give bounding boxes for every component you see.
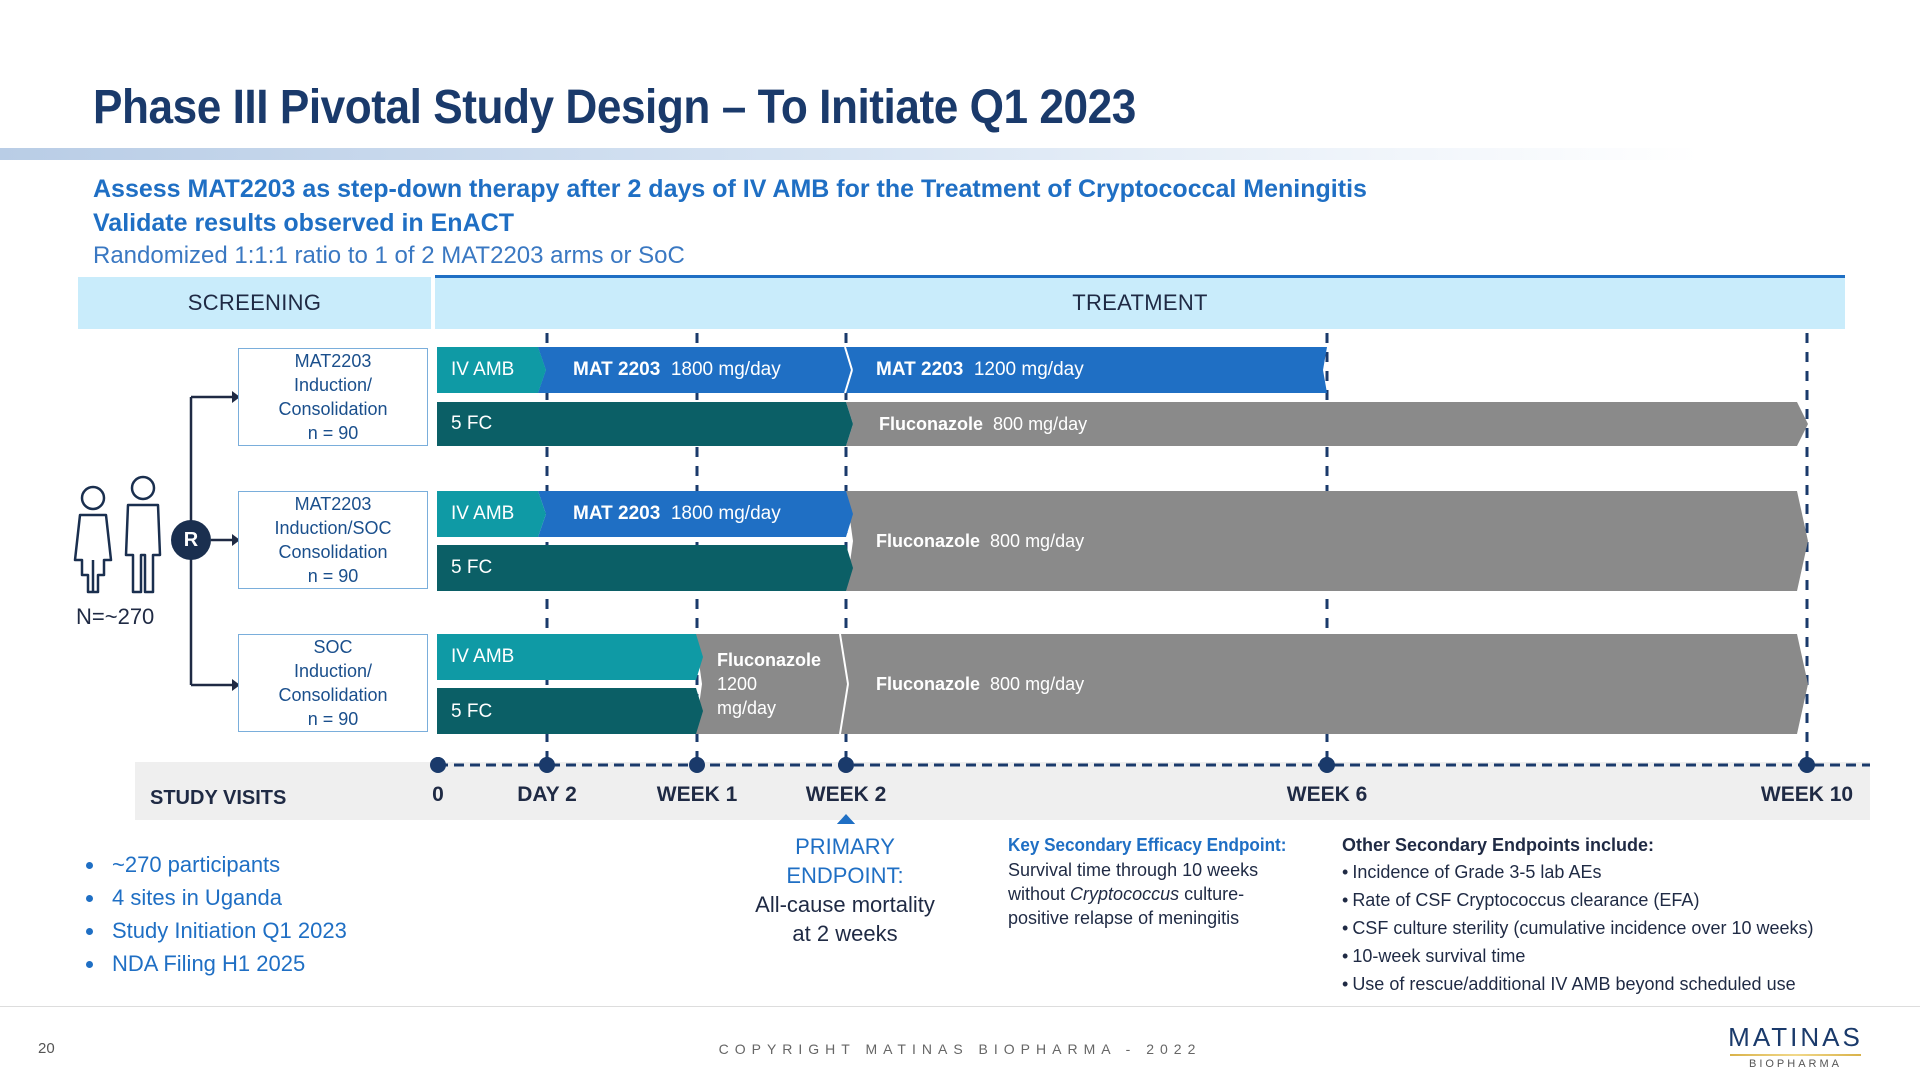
key-secondary-text: Survival time through 10 weeks without C… <box>1008 858 1298 930</box>
arm3-iv-amb-bar <box>437 634 703 680</box>
page-number: 20 <box>38 1040 55 1057</box>
arm3-fluconazole-800-bar <box>840 634 1808 734</box>
arm3-5fc-label: 5 FC <box>451 701 493 722</box>
arm2-5fc-bar <box>437 545 853 591</box>
arm1-fluconazole-bar <box>846 402 1808 446</box>
key-secondary-line1: Survival time through 10 weeks <box>1008 860 1259 880</box>
list-item: Incidence of Grade 3-5 lab AEs <box>1342 858 1862 886</box>
arm1-fluconazole-label: Fluconazole 800 mg/day <box>879 414 1088 434</box>
key-secondary-line2: without Cryptococcus culture- <box>1008 884 1245 904</box>
visit-tick-day2: DAY 2 <box>517 783 577 806</box>
bullet-item: ~270 participants <box>106 848 347 881</box>
arm-box-1: MAT2203 Induction/ Consolidation n = 90 <box>238 348 428 446</box>
page-title: Phase III Pivotal Study Design – To Init… <box>93 81 1136 134</box>
list-item: 10-week survival time <box>1342 942 1862 970</box>
arm-3-n: n = 90 <box>307 709 359 729</box>
arm-2-line3: Consolidation <box>278 542 388 562</box>
other-secondary-list: Incidence of Grade 3-5 lab AEs Rate of C… <box>1342 858 1862 998</box>
arm2-fluconazole-bar <box>846 491 1808 591</box>
primary-endpoint-text-line1: All-cause mortality <box>755 892 935 917</box>
arm2-mat2203-bar <box>538 491 853 537</box>
arm-3-line3: Consolidation <box>278 685 388 705</box>
arm-1-line1: MAT2203 <box>294 351 372 371</box>
list-item: Use of rescue/additional IV AMB beyond s… <box>1342 970 1862 998</box>
arm-2-line1: MAT2203 <box>294 494 372 514</box>
title-underline <box>0 148 1700 160</box>
primary-endpoint-title-line2: ENDPOINT: <box>786 863 904 888</box>
bullet-item: Study Initiation Q1 2023 <box>106 914 347 947</box>
arm2-iv-amb-bar <box>437 491 546 537</box>
primary-endpoint-title: PRIMARY ENDPOINT: <box>735 832 955 890</box>
arm1-iv-amb-bar <box>437 347 546 393</box>
arm2-mat-1800-label: MAT 2203 1800 mg/day <box>573 503 781 524</box>
arm1-5fc-bar <box>437 402 853 446</box>
arm1-mat-1800-label: MAT 2203 1800 mg/day <box>573 359 781 380</box>
arm1-iv-amb-label: IV AMB <box>451 359 515 380</box>
visit-tick-0: 0 <box>432 783 444 806</box>
key-secondary-endpoint: Key Secondary Efficacy Endpoint: Surviva… <box>1008 832 1298 930</box>
arm-3-line1: SOC <box>313 637 353 657</box>
study-visits-band <box>135 762 1870 820</box>
key-secondary-title: Key Secondary Efficacy Endpoint: <box>1008 835 1287 855</box>
logo-subtext: BIOPHARMA <box>1748 1058 1842 1070</box>
list-item: Rate of CSF Cryptococcus clearance (EFA) <box>1342 886 1862 914</box>
arm2-5fc-label: 5 FC <box>451 557 493 578</box>
arm2-iv-amb-label: IV AMB <box>451 503 515 524</box>
copyright-text: COPYRIGHT MATINAS BIOPHARMA - 2022 <box>718 1041 1202 1057</box>
footer-divider <box>0 1006 1920 1007</box>
primary-endpoint-title-line1: PRIMARY <box>795 834 895 859</box>
visit-tick-week1: WEEK 1 <box>656 783 738 806</box>
visit-tick-week10: WEEK 10 <box>1760 783 1854 806</box>
company-logo: MATINAS BIOPHARMA <box>1718 1022 1873 1070</box>
arrowhead-arm1 <box>232 391 240 403</box>
arm3-fluconazole-800-label: Fluconazole 800 mg/day <box>876 674 1085 694</box>
visit-tick-week6: WEEK 6 <box>1286 783 1368 806</box>
subtitle-line-2: Validate results observed in EnACT <box>93 209 514 237</box>
arrowhead-arm2 <box>232 534 240 546</box>
arm-1-line2: Induction/ <box>293 375 373 395</box>
other-secondary-title: Other Secondary Endpoints include: <box>1342 835 1655 855</box>
arm-box-2: MAT2203 Induction/SOC Consolidation n = … <box>238 491 428 589</box>
list-item: CSF culture sterility (cumulative incide… <box>1342 914 1862 942</box>
arm-box-3: SOC Induction/ Consolidation n = 90 <box>238 634 428 732</box>
people-icon <box>73 475 162 594</box>
summary-bullets: ~270 participants 4 sites in Uganda Stud… <box>78 848 347 980</box>
subtitle-line-3: Randomized 1:1:1 ratio to 1 of 2 MAT2203… <box>93 242 685 269</box>
other-secondary-endpoints: Other Secondary Endpoints include: Incid… <box>1342 832 1862 998</box>
arm3-iv-amb-label: IV AMB <box>451 646 515 667</box>
arm-3-line2: Induction/ <box>293 661 373 681</box>
arm1-mat-1200-label: MAT 2203 1200 mg/day <box>876 359 1084 380</box>
arm3-fluconazole-1200-label: Fluconazole 1200 mg/day <box>717 650 822 718</box>
phase-treatment: TREATMENT <box>435 277 1845 329</box>
primary-endpoint: PRIMARY ENDPOINT: All-cause mortality at… <box>735 832 955 948</box>
study-visits-label: STUDY VISITS <box>150 787 287 809</box>
key-secondary-line3: positive relapse of meningitis <box>1008 908 1240 928</box>
arm2-fluconazole-label: Fluconazole 800 mg/day <box>876 531 1085 551</box>
arm1-5fc-label: 5 FC <box>451 413 493 434</box>
phase-top-rule <box>435 275 1845 278</box>
subtitle-line-1: Assess MAT2203 as step-down therapy afte… <box>93 175 1367 203</box>
primary-endpoint-text: All-cause mortality at 2 weeks <box>735 890 955 948</box>
logo-wordmark: MATINAS <box>1728 1022 1863 1052</box>
randomization-badge: R <box>171 520 211 560</box>
primary-endpoint-text-line2: at 2 weeks <box>792 921 898 946</box>
arm3-5fc-bar <box>437 688 703 734</box>
arm-1-n: n = 90 <box>307 423 359 443</box>
total-participants-label: N=~270 <box>76 604 155 629</box>
visit-tick-week2: WEEK 2 <box>805 783 887 806</box>
bullet-item: 4 sites in Uganda <box>106 881 347 914</box>
arm-1-line3: Consolidation <box>278 399 388 419</box>
arm3-fluconazole-1200-bar <box>695 634 848 734</box>
phase-screening: SCREENING <box>78 277 431 329</box>
arm1-mat2203-1800-seg <box>538 347 852 393</box>
arm-2-line2: Induction/SOC <box>274 518 392 538</box>
bullet-item: NDA Filing H1 2025 <box>106 947 347 980</box>
logo-swoosh <box>1730 1054 1861 1056</box>
arm-2-n: n = 90 <box>307 566 359 586</box>
arrowhead-arm3 <box>232 679 240 691</box>
